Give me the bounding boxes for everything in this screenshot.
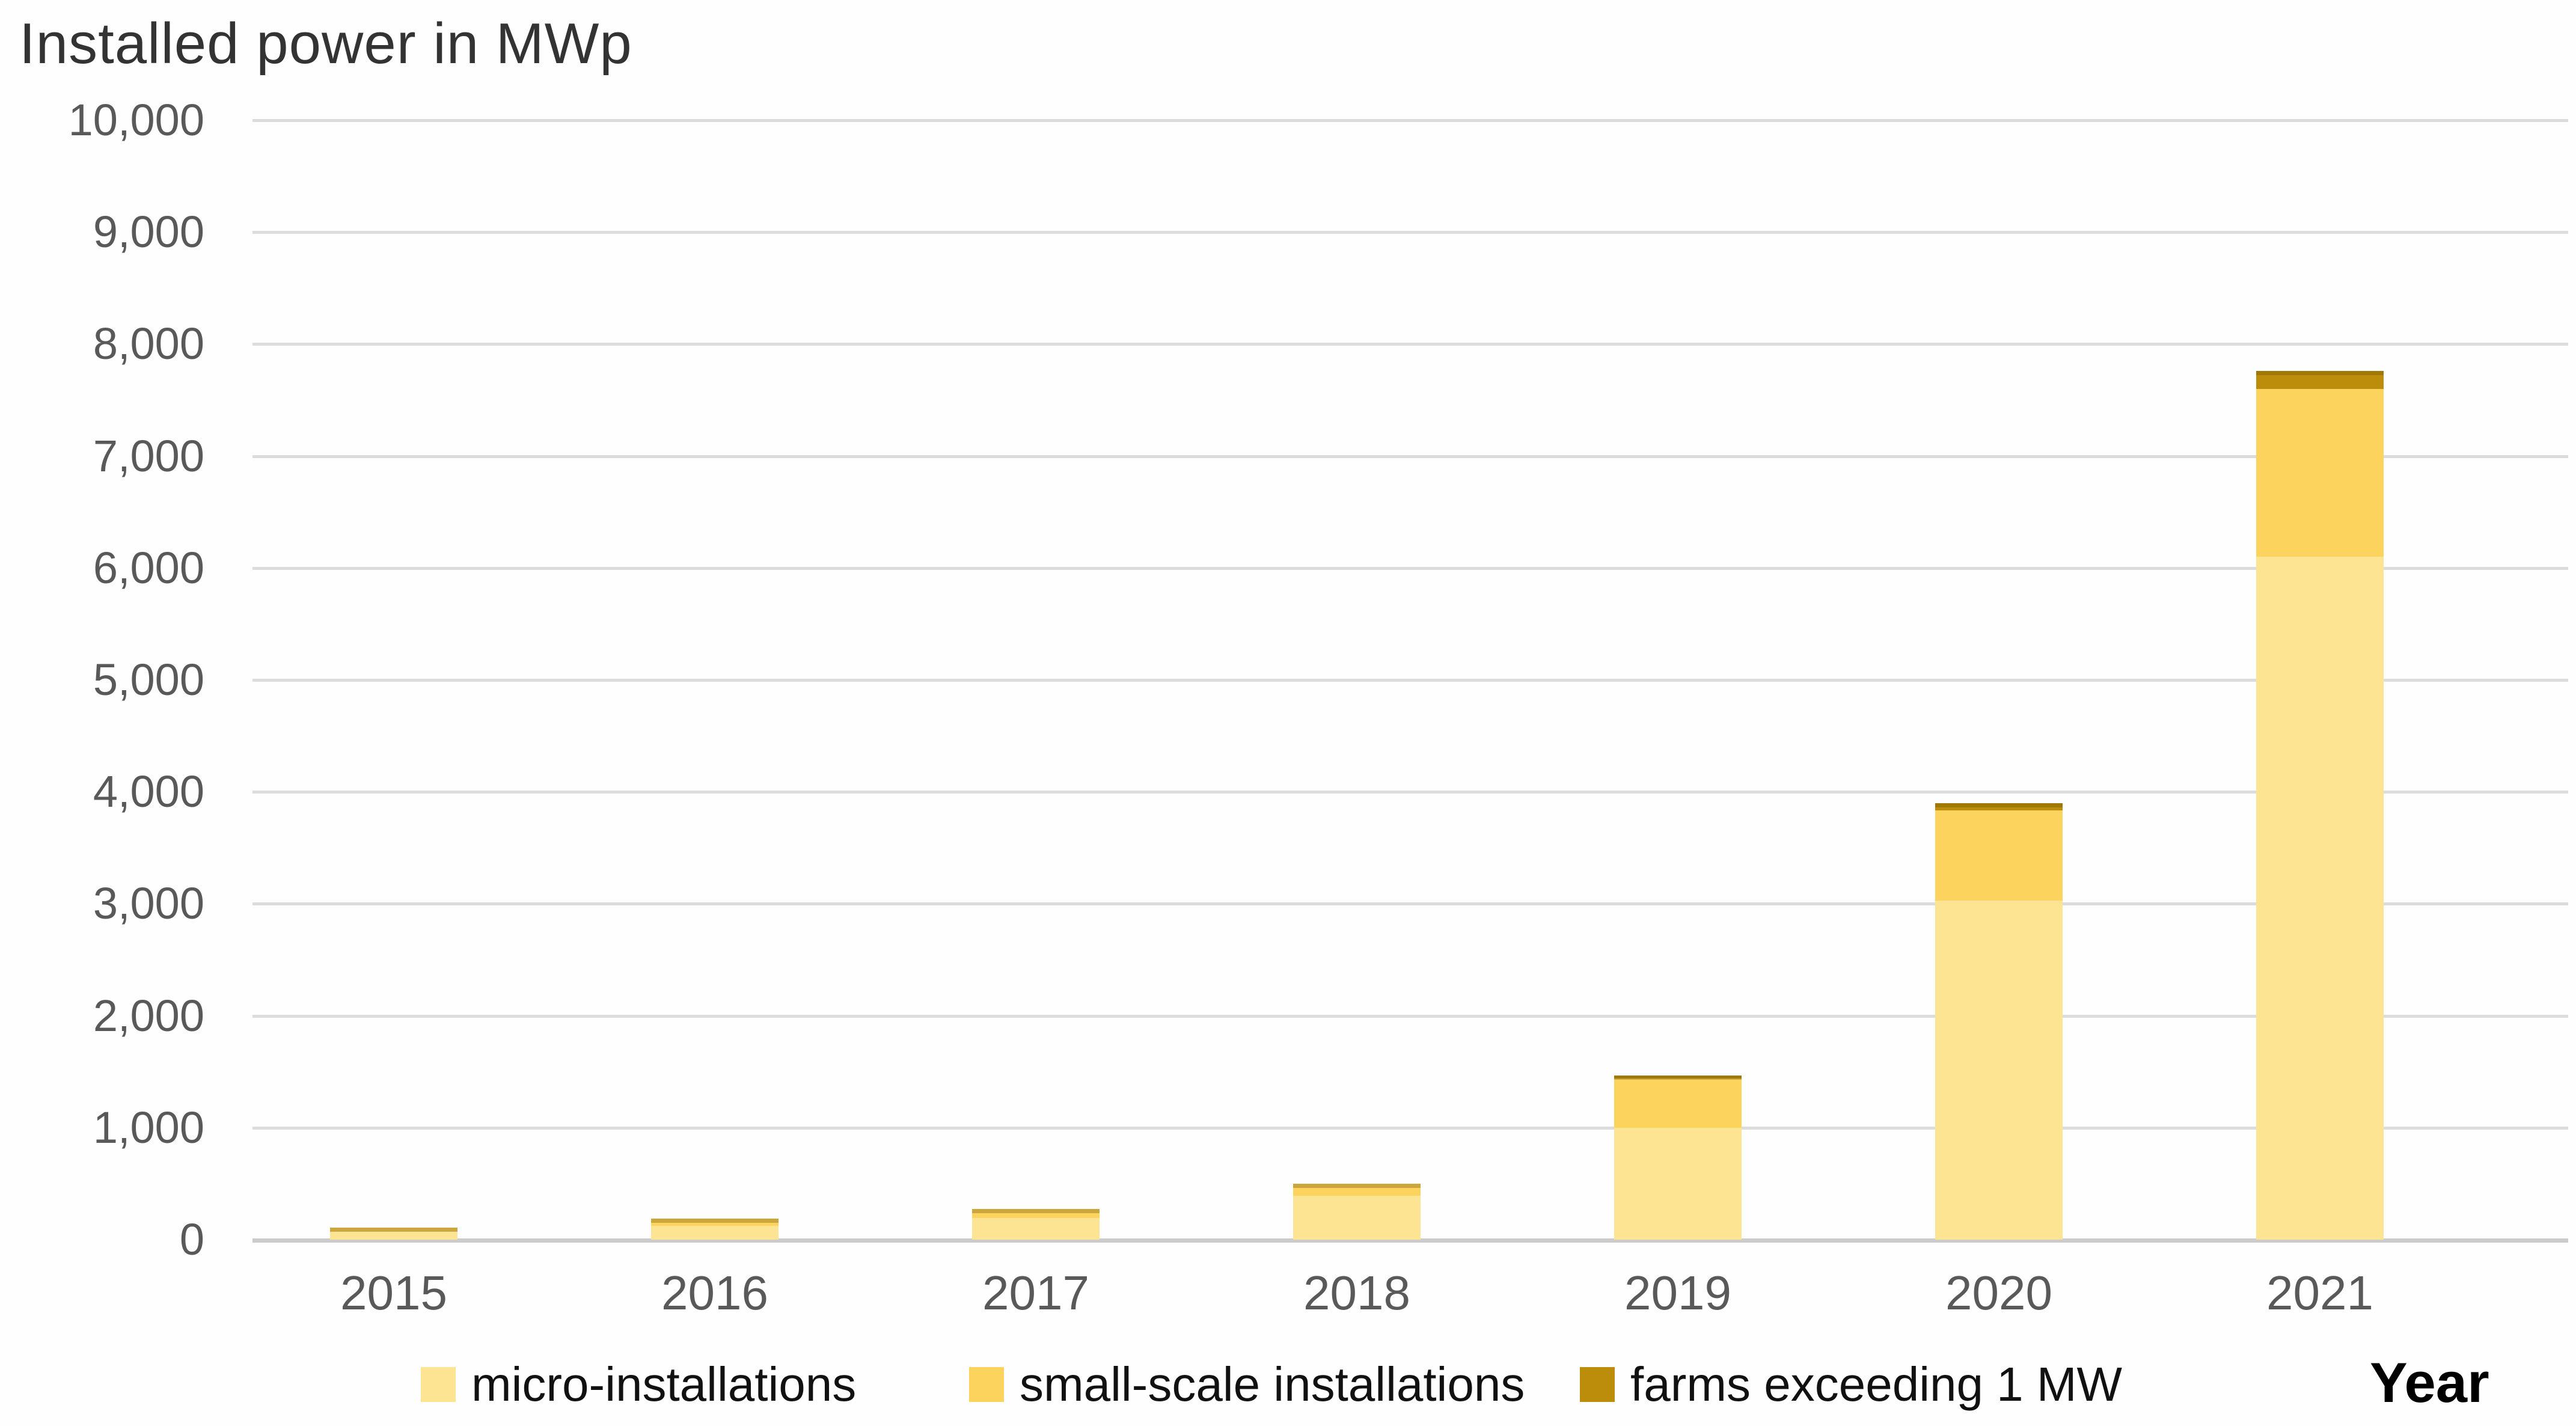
legend-item-farms-exceeding-1-mw: farms exceeding 1 MW (1580, 1357, 2122, 1412)
bar-2019 (1614, 1076, 1742, 1240)
x-tick-label-2017: 2017 (982, 1266, 1089, 1320)
bar-segment-farms-exceeding-1-mw (1614, 1076, 1742, 1079)
bar-segment-small-scale-installations (651, 1218, 779, 1226)
bar-segment-small-scale-installations (972, 1208, 1100, 1218)
bar-2015 (330, 1227, 457, 1240)
y-tick-label: 1,000 (93, 1102, 204, 1152)
gridline (252, 566, 2568, 570)
x-tick-label-2019: 2019 (1624, 1266, 1731, 1320)
y-tick-label: 0 (179, 1214, 204, 1264)
bar-segment-small-scale-installations (2256, 388, 2384, 557)
bar-2021 (2256, 371, 2384, 1240)
legend-item-small-scale-installations: small-scale installations (969, 1357, 1525, 1412)
x-tick-label-2016: 2016 (661, 1266, 768, 1320)
y-tick-label: 2,000 (93, 990, 204, 1041)
bar-2017 (972, 1208, 1100, 1240)
y-tick-label: 9,000 (93, 207, 204, 257)
legend-swatch-icon (421, 1367, 456, 1402)
bar-segment-micro-installations (972, 1217, 1100, 1240)
x-tick-label-2018: 2018 (1303, 1266, 1410, 1320)
bar-2016 (651, 1218, 779, 1240)
bar-segment-small-scale-installations (330, 1227, 457, 1232)
bar-segment-micro-installations (1614, 1127, 1742, 1240)
y-tick-label: 4,000 (93, 767, 204, 817)
bar-segment-micro-installations (651, 1225, 779, 1240)
bar-segment-small-scale-installations (1614, 1078, 1742, 1128)
y-tick-label: 10,000 (68, 95, 204, 145)
bar-segment-small-scale-installations (1935, 810, 2063, 901)
gridline (252, 343, 2568, 346)
x-tick-label-2021: 2021 (2266, 1266, 2373, 1320)
gridline (252, 902, 2568, 906)
legend-swatch-icon (969, 1367, 1004, 1402)
bar-segment-micro-installations (330, 1231, 457, 1240)
gridline (252, 231, 2568, 234)
y-tick-label: 3,000 (93, 878, 204, 929)
gridline (252, 679, 2568, 682)
legend-label: micro-installations (471, 1357, 857, 1411)
bar-segment-micro-installations (2256, 557, 2384, 1240)
chart-title: Installed power in MWp (19, 11, 632, 76)
bar-segment-micro-installations (1935, 900, 2063, 1240)
x-axis-title: Year (2370, 1351, 2489, 1414)
bar-2020 (1935, 803, 2063, 1240)
gridline (252, 791, 2568, 794)
bar-segment-farms-exceeding-1-mw (2256, 371, 2384, 389)
legend-label: small-scale installations (1020, 1357, 1525, 1411)
bar-segment-small-scale-installations (1293, 1183, 1421, 1196)
bar-2018 (1293, 1183, 1421, 1240)
y-tick-label: 8,000 (93, 319, 204, 369)
gridline (252, 1126, 2568, 1130)
bar-segment-farms-exceeding-1-mw (1935, 803, 2063, 810)
y-tick-label: 7,000 (93, 430, 204, 481)
gridline (252, 119, 2568, 122)
bar-segment-micro-installations (1293, 1196, 1421, 1240)
y-tick-label: 6,000 (93, 542, 204, 593)
x-tick-label-2020: 2020 (1945, 1266, 2052, 1320)
legend-item-micro-installations: micro-installations (421, 1357, 856, 1412)
y-tick-label: 5,000 (93, 655, 204, 705)
legend-swatch-icon (1580, 1367, 1615, 1402)
x-axis-line (252, 1238, 2568, 1243)
legend-label: farms exceeding 1 MW (1630, 1357, 2123, 1411)
plot-area (252, 119, 2568, 1243)
x-tick-label-2015: 2015 (340, 1266, 447, 1320)
gridline (252, 1014, 2568, 1018)
gridline (252, 454, 2568, 458)
